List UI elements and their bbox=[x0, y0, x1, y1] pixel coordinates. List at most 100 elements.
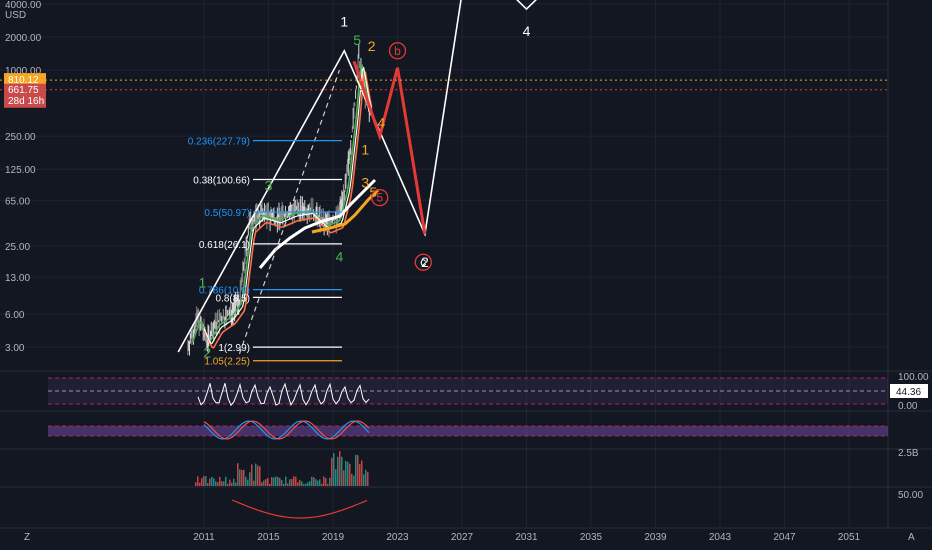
volume-bar bbox=[211, 476, 213, 486]
volume-bar bbox=[271, 477, 273, 486]
fib-level-label: 1.05(2.25) bbox=[204, 357, 250, 368]
fib-level-label: 0.618(26.1) bbox=[199, 240, 250, 251]
volume-bar bbox=[203, 476, 205, 486]
volume-bar bbox=[265, 479, 267, 486]
volume-bar bbox=[215, 481, 217, 486]
volume-bar bbox=[243, 469, 245, 486]
volume-bar bbox=[281, 479, 283, 486]
volume-bar bbox=[353, 475, 355, 486]
y-axis-tick-label: 65.00 bbox=[5, 196, 30, 207]
indicator-tick-label: 50.00 bbox=[898, 490, 923, 501]
y-axis-tick-label: 4000.00 bbox=[5, 0, 42, 11]
volume-bar bbox=[261, 482, 263, 486]
volume-bar bbox=[319, 479, 321, 486]
x-axis-tick-label: 2035 bbox=[580, 532, 603, 543]
oscillator-2-line-blue bbox=[203, 420, 370, 440]
volume-bar bbox=[233, 478, 235, 486]
y-axis-tick-label: 13.00 bbox=[5, 273, 30, 284]
volume-bar bbox=[199, 482, 201, 486]
wave-label: 2 bbox=[421, 254, 429, 270]
rsi-value: 44.36 bbox=[896, 387, 921, 398]
wave-label-circle bbox=[371, 188, 389, 207]
volume-bar bbox=[253, 480, 255, 486]
x-axis-tick-label: 2043 bbox=[709, 532, 732, 543]
volume-bar bbox=[237, 463, 239, 486]
volume-bar bbox=[231, 482, 233, 486]
volume-bar bbox=[235, 482, 237, 486]
volume-bar bbox=[225, 476, 227, 486]
volume-bar bbox=[331, 457, 333, 486]
volume-bar bbox=[195, 482, 197, 486]
volume-bar bbox=[299, 479, 301, 486]
corner-label-right: A bbox=[908, 532, 915, 543]
wave-label: 5 bbox=[353, 32, 361, 48]
volume-bar bbox=[267, 477, 269, 486]
oscillator-1-line bbox=[197, 382, 370, 407]
x-axis-tick-label: 2011 bbox=[193, 532, 215, 543]
current-price-tag bbox=[4, 73, 46, 87]
volume-bar bbox=[325, 477, 327, 486]
volume-bar bbox=[341, 456, 343, 486]
volume-bar bbox=[239, 469, 241, 486]
wave-label: 4 bbox=[523, 23, 531, 39]
volume-bar bbox=[269, 483, 271, 486]
volume-bar bbox=[327, 483, 329, 486]
volume-bar bbox=[223, 481, 225, 486]
wave-label: 4 bbox=[336, 249, 344, 265]
volume-bar bbox=[245, 476, 247, 486]
volume-bar bbox=[247, 479, 249, 486]
volume-bar bbox=[301, 481, 303, 486]
volume-bar bbox=[317, 480, 319, 486]
wave-label: 3 bbox=[265, 177, 273, 193]
volume-bar bbox=[251, 464, 253, 486]
moving-average-white-thin bbox=[203, 67, 373, 344]
volume-bar bbox=[275, 476, 277, 486]
volume-bar bbox=[259, 466, 261, 486]
volume-bar bbox=[349, 463, 351, 486]
wave-label: 4 bbox=[377, 114, 385, 130]
volume-bar bbox=[367, 472, 369, 486]
volume-bar bbox=[219, 477, 221, 486]
volume-bar bbox=[205, 476, 207, 486]
secondary-price-value: 661.75 bbox=[8, 85, 39, 96]
volume-bar bbox=[197, 476, 199, 486]
volume-bar bbox=[351, 473, 353, 486]
volume-bar bbox=[335, 469, 337, 486]
volume-tick-label: 2.5B bbox=[898, 448, 919, 459]
volume-bar bbox=[329, 477, 331, 486]
volume-bar bbox=[363, 474, 365, 486]
y-axis-unit-label: USD bbox=[5, 10, 26, 21]
wave-label: b bbox=[394, 44, 401, 58]
y-axis-tick-label: 1000.00 bbox=[5, 66, 42, 77]
volume-bar bbox=[221, 481, 223, 486]
volume-bar bbox=[213, 478, 215, 486]
y-axis-tick-label: 2000.00 bbox=[5, 33, 42, 44]
x-axis-tick-label: 2047 bbox=[773, 532, 796, 543]
wave-label: 1 bbox=[340, 13, 348, 29]
wave-label: 1 bbox=[198, 274, 206, 290]
y-axis-tick-label: 25.00 bbox=[5, 242, 30, 253]
wave-label: c bbox=[420, 255, 426, 269]
wave-label: 3 bbox=[361, 175, 369, 191]
volume-bar bbox=[357, 455, 359, 486]
fib-level-label: 0.8(8.5) bbox=[216, 293, 250, 304]
volume-bar bbox=[355, 454, 357, 486]
x-axis-tick-label: 2019 bbox=[322, 532, 345, 543]
volume-bar bbox=[345, 460, 347, 486]
volume-bar bbox=[279, 477, 281, 486]
countdown-value: 28d 16h bbox=[8, 96, 44, 107]
volume-bar bbox=[339, 451, 341, 486]
x-axis-tick-label: 2031 bbox=[515, 532, 538, 543]
oscillator-1-tick-bottom: 0.00 bbox=[898, 401, 918, 412]
x-axis-tick-label: 2051 bbox=[838, 532, 861, 543]
wave-label: 1 bbox=[361, 142, 369, 158]
indicator-line bbox=[231, 499, 368, 519]
volume-bar bbox=[283, 483, 285, 486]
volume-bar bbox=[337, 456, 339, 486]
rsi-value-tag bbox=[890, 384, 928, 398]
secondary-price-tag bbox=[4, 83, 46, 108]
moving-average-white-thick bbox=[258, 178, 377, 269]
y-axis-tick-label: 6.00 bbox=[5, 310, 25, 321]
